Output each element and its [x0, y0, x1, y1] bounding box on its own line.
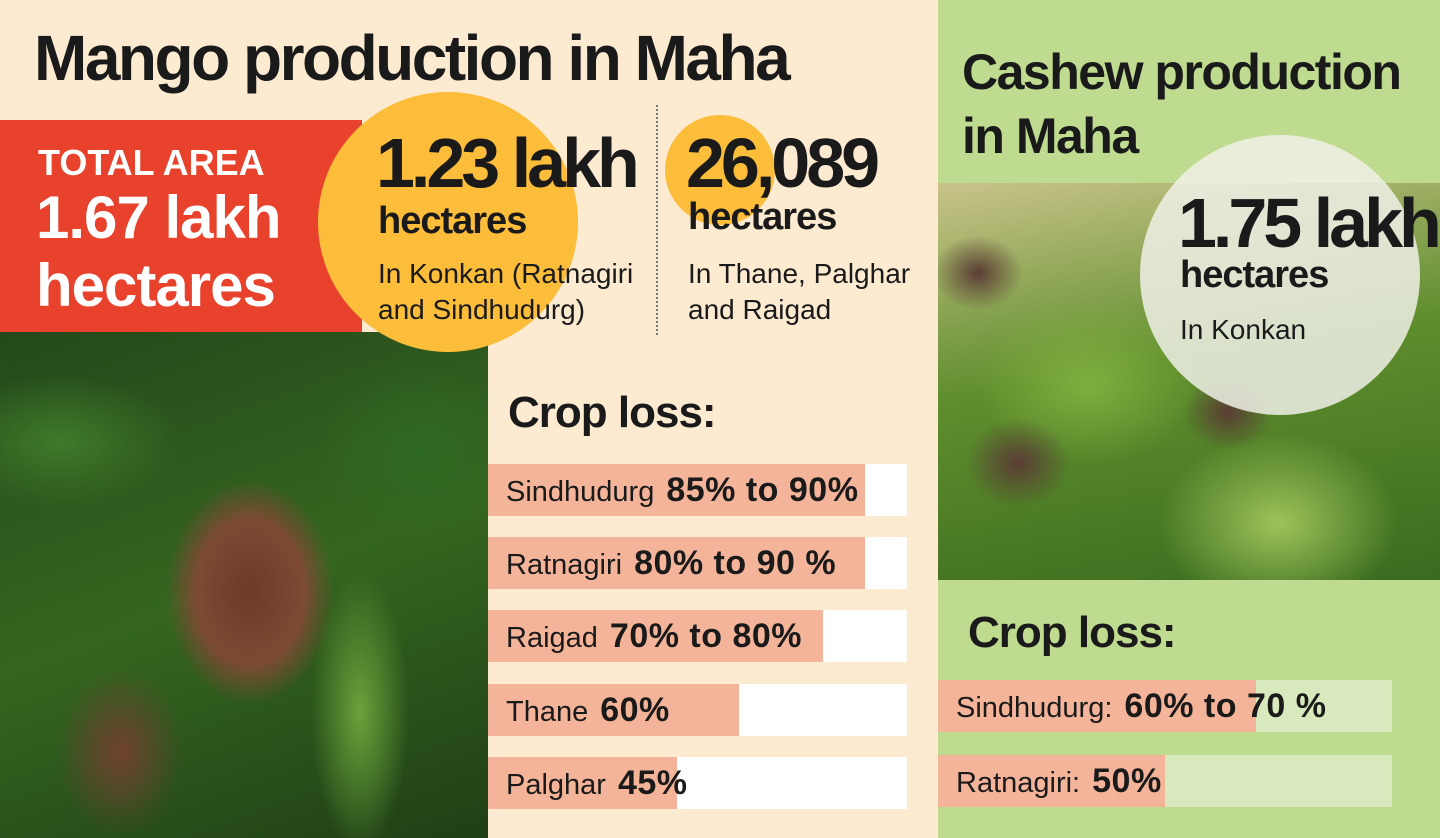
cashew-note: In Konkan [1180, 314, 1307, 345]
loss-label: 70% to 80% [609, 617, 802, 655]
cashew-title: Cashew production in Maha [962, 44, 1402, 164]
total-area-label: TOTAL AREA [38, 142, 265, 183]
north-value: 26,089 [686, 124, 880, 202]
mango-title: Mango production in Maha [34, 22, 791, 94]
cashew-loss-title: Crop loss: [968, 608, 1177, 657]
konkan-value: 1.23 lakh [376, 124, 640, 202]
loss-label: 45% [617, 764, 688, 802]
loss-region: Sindhudurg: [956, 692, 1113, 724]
loss-bar [488, 537, 866, 589]
loss-label: 80% to 90 % [634, 544, 837, 582]
divider [656, 105, 658, 335]
loss-label: 50% [1092, 762, 1162, 800]
loss-text: Ratnagiri 80% to 90 % [506, 537, 836, 589]
total-area-value: 1.67 lakh [36, 184, 282, 251]
cashew-unit: hectares [1180, 254, 1329, 296]
loss-row: Sindhudurg: 60% to 70 % [938, 680, 1392, 732]
loss-region: Palghar [506, 769, 606, 801]
total-area-unit: hectares [36, 252, 276, 319]
loss-region: Ratnagiri: [956, 767, 1081, 799]
loss-region: Thane [506, 696, 589, 728]
loss-bar [488, 464, 866, 516]
loss-bar [488, 610, 824, 662]
loss-bar [488, 757, 677, 809]
loss-row: Sindhudurg 85% to 90% [488, 464, 907, 516]
loss-region: Raigad [506, 622, 598, 654]
cashew-circle [1140, 135, 1420, 415]
loss-text: Palghar 45% [506, 757, 688, 809]
konkan-note: In Konkan (Ratnagiri and Sindhudurg) [378, 258, 634, 325]
north-note: In Thane, Palghar and Raigad [688, 258, 911, 325]
konkan-circle [318, 92, 578, 352]
loss-text: Thane 60% [506, 684, 670, 736]
loss-label: 60% [600, 691, 670, 729]
loss-row: Palghar 45% [488, 757, 907, 809]
loss-row: Ratnagiri: 50% [938, 755, 1392, 807]
loss-label: 85% to 90% [666, 471, 859, 509]
loss-row: Ratnagiri 80% to 90 % [488, 537, 907, 589]
loss-bar [488, 684, 740, 736]
loss-text: Sindhudurg 85% to 90% [506, 464, 858, 516]
loss-row: Raigad 70% to 80% [488, 610, 907, 662]
loss-bar [938, 755, 1165, 807]
loss-text: Ratnagiri: 50% [956, 755, 1162, 807]
loss-row: Thane 60% [488, 684, 907, 736]
loss-label: 60% to 70 % [1124, 687, 1327, 725]
north-circle [665, 115, 775, 225]
konkan-unit: hectares [378, 200, 527, 242]
loss-text: Raigad 70% to 80% [506, 610, 802, 662]
mango-loss-title: Crop loss: [508, 388, 717, 437]
north-unit: hectares [688, 196, 837, 238]
loss-region: Ratnagiri [506, 549, 623, 581]
loss-bar [938, 680, 1256, 732]
loss-text: Sindhudurg: 60% to 70 % [956, 680, 1326, 732]
loss-region: Sindhudurg [506, 476, 655, 508]
cashew-value: 1.75 lakh [1178, 184, 1440, 262]
mango-photo [0, 332, 488, 838]
total-area-box [0, 120, 362, 332]
